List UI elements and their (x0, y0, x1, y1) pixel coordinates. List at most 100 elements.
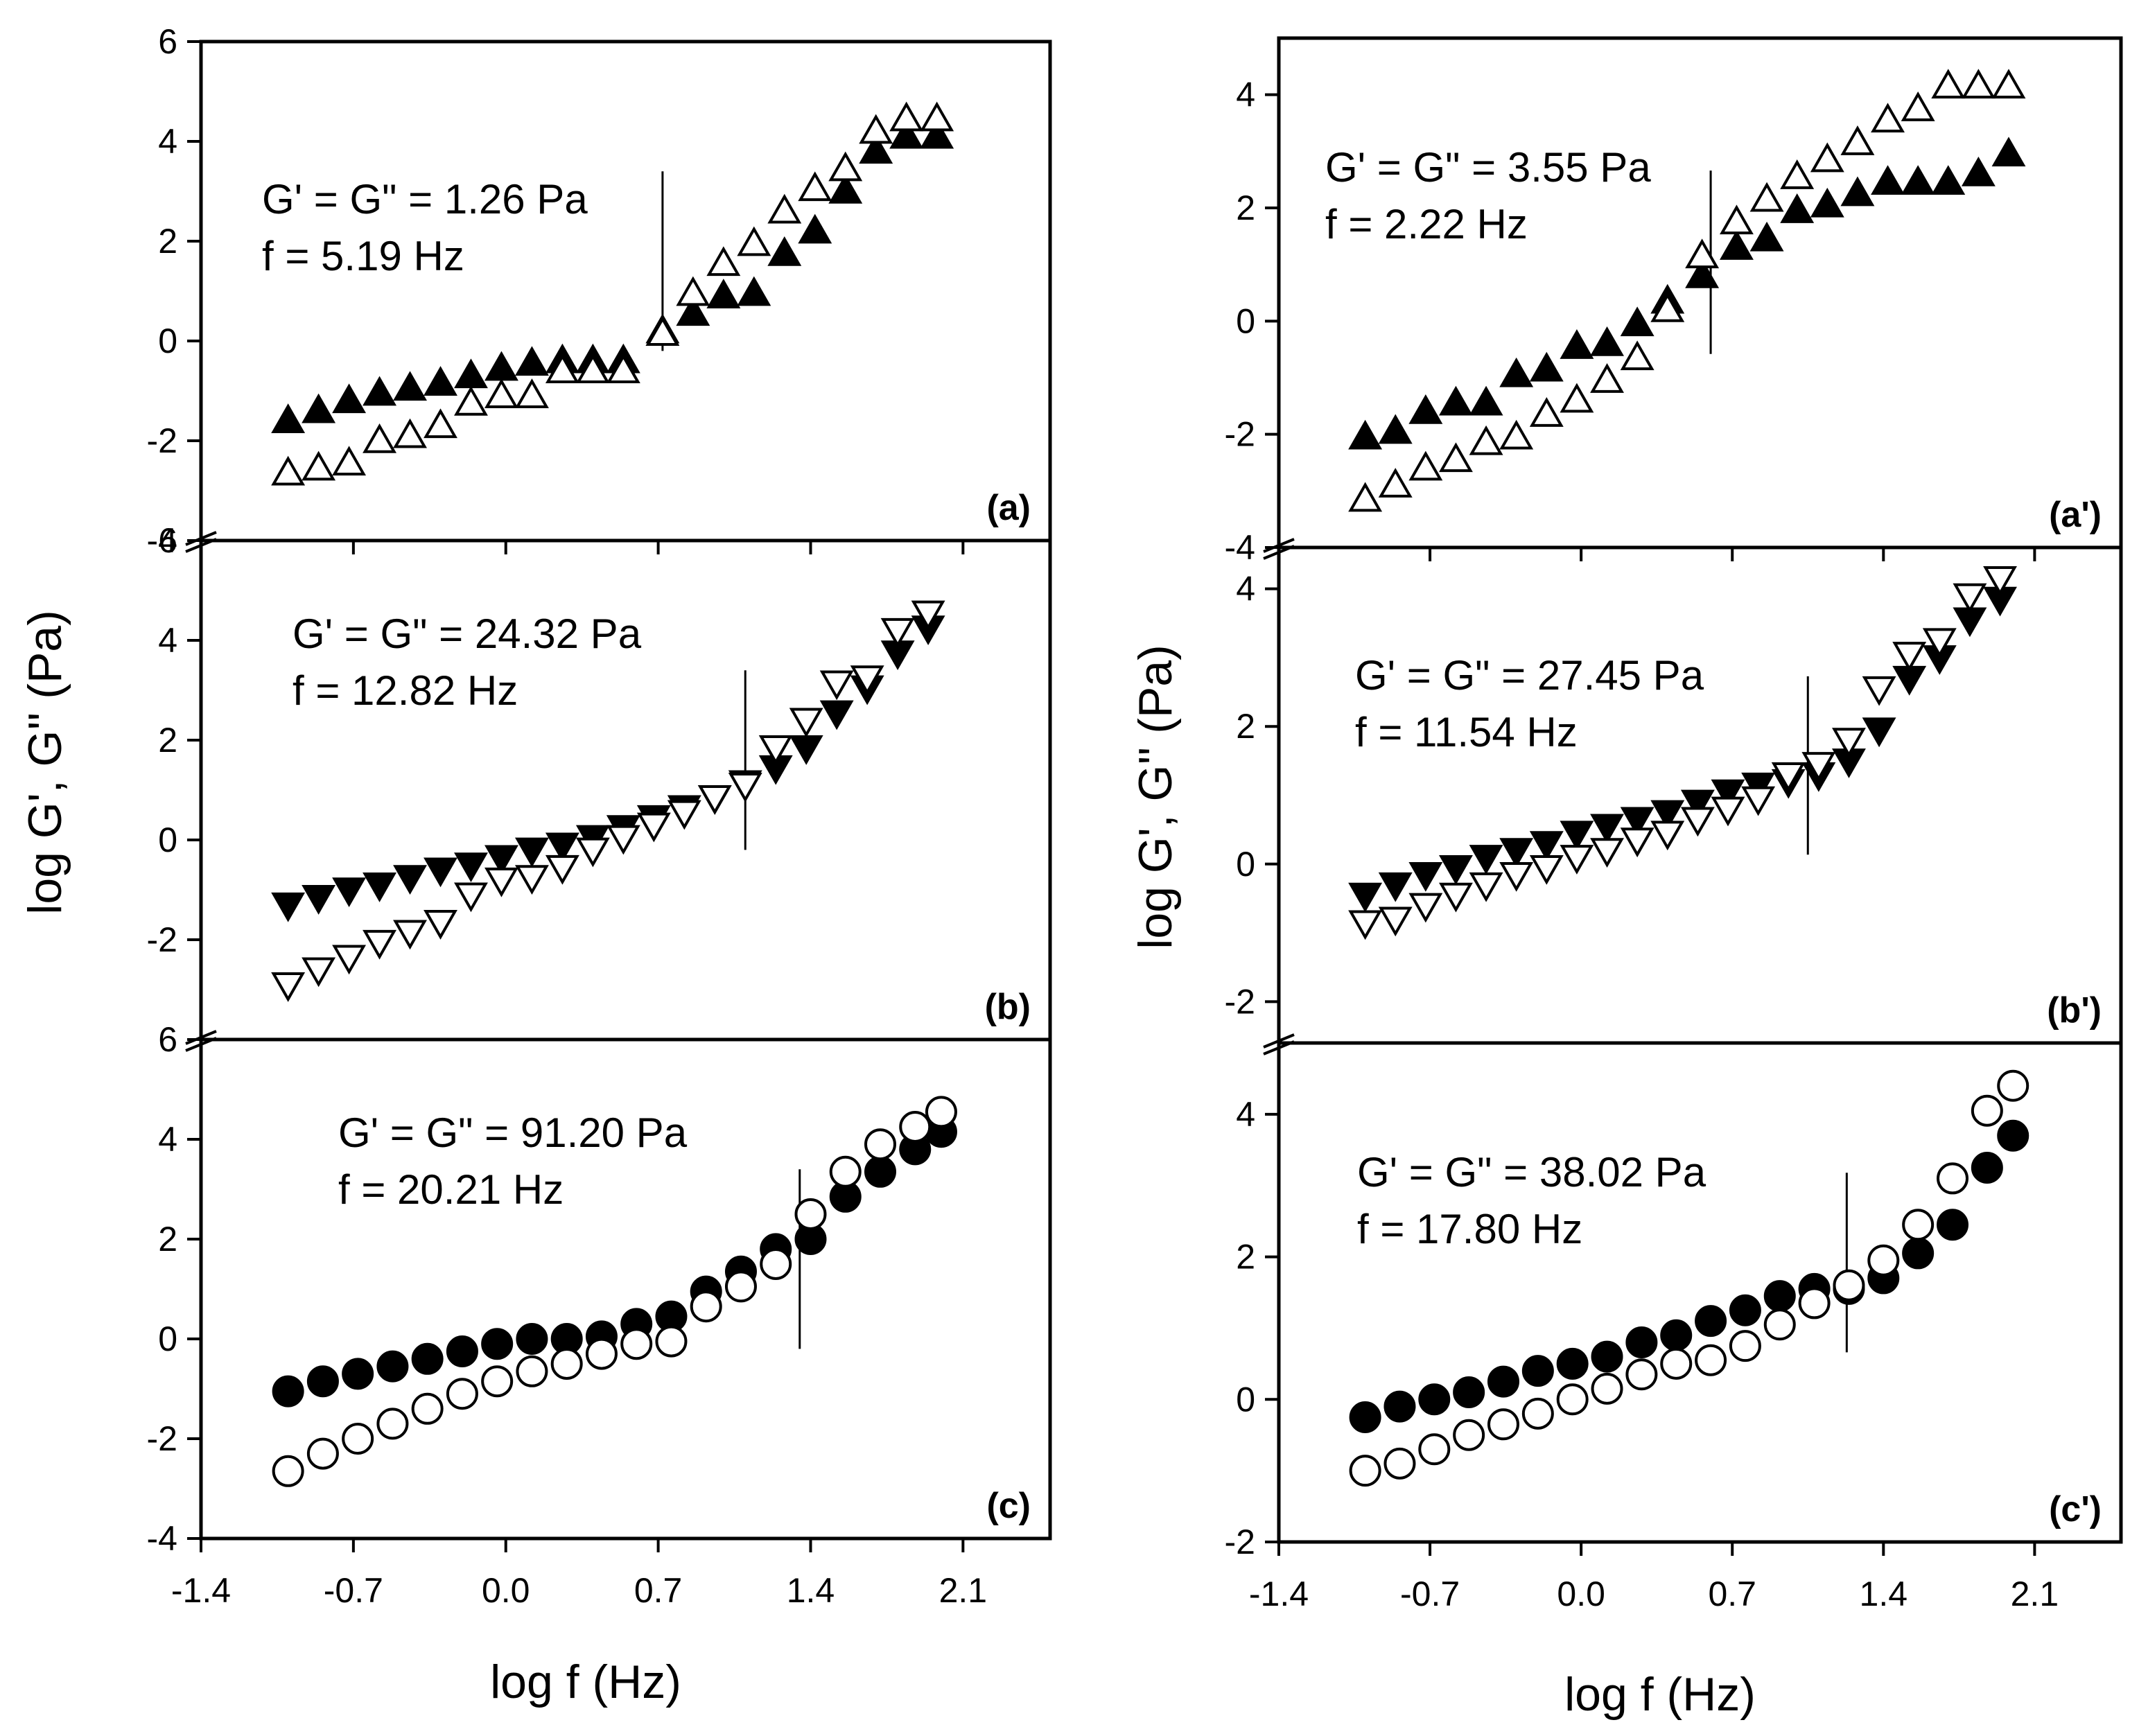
panel-label: (b) (985, 987, 1031, 1027)
data-point (829, 1155, 862, 1188)
data-point (690, 1290, 722, 1323)
data-point (1660, 1319, 1693, 1351)
data-point (302, 450, 336, 481)
data-point (1408, 861, 1443, 892)
panel-label: (c) (986, 1486, 1031, 1526)
data-point (1832, 728, 1866, 758)
data-point (1931, 165, 1966, 195)
data-point (636, 812, 671, 843)
data-point (1620, 306, 1655, 337)
data-point (1408, 394, 1443, 424)
data-point (1378, 414, 1413, 444)
data-point (706, 246, 741, 277)
data-point (1521, 1397, 1554, 1430)
data-point (363, 929, 397, 960)
y-tick-label: 2 (1236, 707, 1255, 746)
panel-a: -4 -2 0 2 4 6 G' = G" = 1.26 Pa f = 5.19 Hz (a) (147, 22, 1052, 560)
data-point (1487, 1408, 1519, 1441)
data-point (1997, 1119, 2029, 1152)
data-point (1680, 789, 1715, 820)
data-point (1961, 69, 1996, 99)
data-point (1620, 827, 1655, 858)
data-point (446, 1378, 478, 1410)
crossover-modulus-label: G' = G" = 24.32 Pa (293, 611, 642, 657)
left-x-axis-title: log f (Hz) (490, 1656, 681, 1708)
right-y-axis-title: log G', G'' (Pa) (1129, 645, 1182, 949)
y-tick-label: 2 (158, 721, 177, 760)
data-point (1937, 1209, 1968, 1241)
panel-b-prime: -2 0 2 4 G' = G" = 27.45 Pa f = 11.54 Hz (b') (1225, 545, 2123, 1055)
data-point (1499, 861, 1534, 892)
panel-frame (199, 1037, 1052, 1541)
data-point (516, 1323, 548, 1355)
data-point (1741, 786, 1776, 816)
data-point (514, 865, 549, 895)
data-point (864, 1155, 896, 1188)
x-tick-label: -0.7 (324, 1571, 383, 1610)
data-point (798, 213, 832, 244)
data-point (767, 193, 802, 224)
data-point (1871, 103, 1905, 133)
data-point (1971, 1094, 2003, 1127)
data-point (828, 173, 863, 204)
data-point (737, 276, 771, 306)
data-point (798, 171, 832, 202)
data-point (1348, 882, 1383, 913)
data-point (789, 735, 823, 765)
data-point (454, 852, 488, 883)
data-point (545, 854, 579, 885)
data-point (271, 892, 306, 922)
data-point (1771, 762, 1806, 792)
y-tick-label: 0 (1236, 301, 1255, 340)
data-point (454, 385, 488, 416)
data-point (376, 1408, 409, 1440)
data-point (454, 358, 488, 389)
data-point (1439, 442, 1473, 473)
data-point (1521, 1355, 1554, 1387)
data-point (411, 1342, 444, 1375)
data-point (393, 418, 427, 448)
data-point (1349, 1455, 1381, 1487)
y-tick-label: -4 (147, 521, 177, 560)
data-point (819, 670, 854, 701)
data-point (1469, 385, 1503, 416)
x-tick-label: 0.0 (482, 1571, 530, 1610)
data-point (1810, 142, 1844, 173)
data-point (655, 1325, 688, 1358)
data-point (767, 236, 802, 266)
data-point (859, 114, 893, 144)
data-point (1695, 1344, 1727, 1376)
x-tick-label: 2.1 (2011, 1575, 2059, 1613)
data-point (1798, 1287, 1831, 1319)
data-point (363, 376, 397, 406)
data-point (332, 877, 367, 908)
data-point (484, 867, 518, 897)
data-point (1556, 1383, 1589, 1416)
data-point (1499, 838, 1534, 868)
crossover-modulus-label: G' = G" = 91.20 Pa (338, 1110, 688, 1156)
data-point (706, 279, 741, 308)
data-point (667, 800, 701, 830)
data-point (1348, 910, 1383, 940)
crossover-frequency-label: f = 2.22 Hz (1325, 201, 1528, 247)
data-point (1937, 1162, 1968, 1195)
data-point (481, 1365, 514, 1398)
panel-a-prime: -4 -2 0 2 4 G' = G" = 3.55 Pa f = 2.22 Hz (a') (1225, 36, 2123, 567)
data-point (1590, 326, 1624, 356)
data-point (306, 1365, 339, 1398)
data-point (1625, 1358, 1658, 1391)
data-point (1720, 230, 1754, 260)
data-point (1453, 1376, 1485, 1408)
data-point (363, 423, 397, 453)
y-tick-label: -4 (1225, 528, 1255, 567)
data-point (1529, 351, 1564, 382)
data-point (484, 378, 518, 408)
data-point (1529, 831, 1564, 861)
data-point (306, 1437, 339, 1470)
data-point (880, 617, 915, 648)
data-point (363, 873, 397, 902)
data-point (1439, 855, 1473, 885)
y-tick-label: 4 (1236, 76, 1255, 114)
x-tick-label: 2.1 (939, 1571, 988, 1610)
data-point (1953, 583, 1987, 613)
